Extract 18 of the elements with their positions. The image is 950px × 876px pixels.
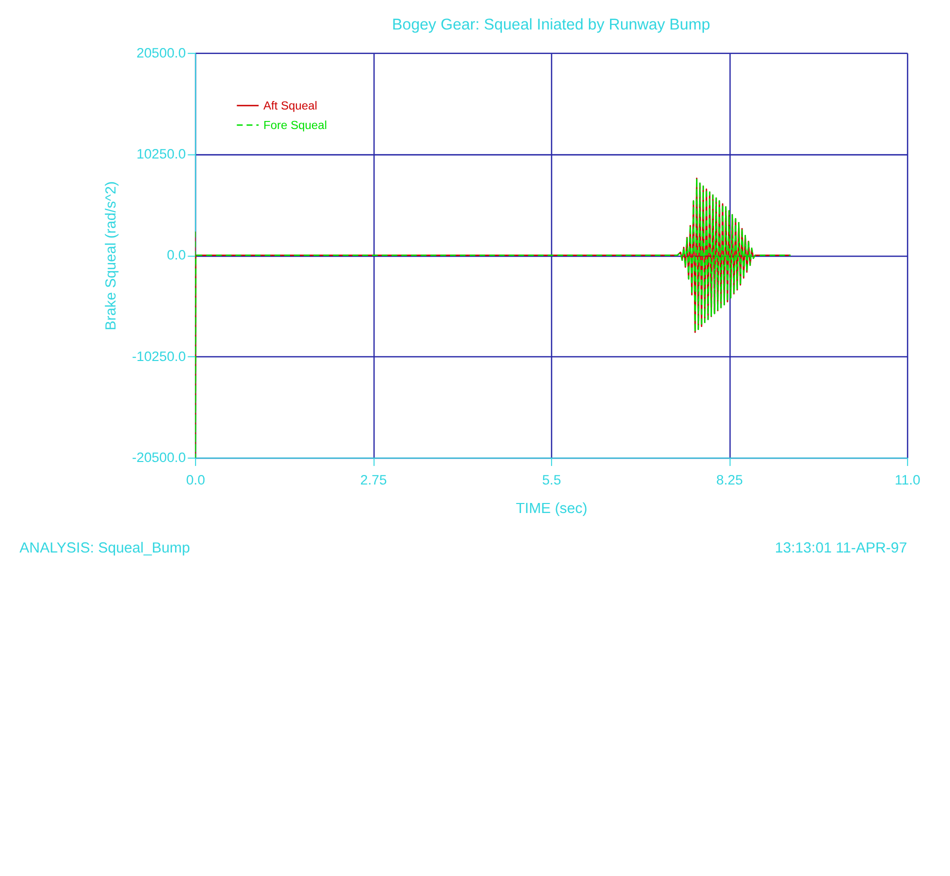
- y-tick-label: -10250.0: [132, 348, 186, 364]
- text: 13:13:01 11-APR-97: [774, 540, 908, 556]
- legend-label: Fore Squeal: [263, 118, 328, 132]
- line-series: [195, 178, 792, 458]
- x-axis-title: TIME (sec): [516, 500, 588, 517]
- y-tick-label: 0.0: [166, 248, 186, 263]
- x-tick-label: 8.25: [716, 472, 744, 488]
- x-tick-label: 11.0: [894, 472, 921, 488]
- y-tick-label: 20500.0: [136, 45, 186, 60]
- y-tick-label: -20500.0: [132, 450, 186, 466]
- y-axis-title: Brake Squeal (rad/s^2): [103, 181, 120, 330]
- y-tick-label: 10250.0: [136, 146, 186, 162]
- x-tick-label: 0.0: [186, 472, 206, 488]
- x-tick-label: 5.5: [542, 472, 562, 488]
- x-tick-label: 2.75: [360, 472, 388, 488]
- text: ANALYSIS: Squeal_Bump: [20, 540, 190, 556]
- legend-label: Aft Squeal: [263, 99, 318, 112]
- chart-title: Bogey Gear: Squeal Iniated by Runway Bump: [392, 16, 710, 34]
